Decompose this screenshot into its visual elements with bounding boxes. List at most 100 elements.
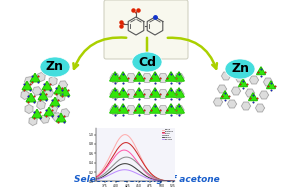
Polygon shape (42, 81, 52, 90)
Polygon shape (50, 98, 60, 106)
Polygon shape (142, 74, 152, 82)
Polygon shape (32, 109, 42, 118)
Polygon shape (174, 106, 184, 114)
Polygon shape (134, 88, 144, 97)
Polygon shape (126, 106, 136, 114)
Polygon shape (218, 85, 226, 93)
Polygon shape (174, 88, 184, 97)
Polygon shape (22, 81, 32, 90)
Polygon shape (110, 104, 120, 113)
Polygon shape (29, 116, 37, 125)
Polygon shape (126, 90, 136, 98)
Polygon shape (239, 79, 247, 87)
Text: Cd: Cd (138, 56, 156, 68)
FancyArrowPatch shape (74, 37, 126, 69)
Polygon shape (60, 88, 70, 96)
Polygon shape (110, 104, 120, 113)
Polygon shape (235, 74, 245, 82)
Polygon shape (174, 72, 184, 81)
FancyBboxPatch shape (104, 0, 188, 59)
Polygon shape (150, 88, 160, 97)
Polygon shape (60, 88, 70, 96)
Polygon shape (166, 72, 176, 81)
Polygon shape (257, 67, 265, 74)
Polygon shape (221, 91, 229, 98)
Polygon shape (110, 90, 120, 98)
Polygon shape (44, 89, 54, 97)
Polygon shape (174, 72, 184, 81)
Polygon shape (44, 108, 54, 116)
Polygon shape (22, 81, 32, 90)
Polygon shape (26, 94, 36, 102)
Polygon shape (25, 105, 33, 114)
Polygon shape (30, 74, 40, 82)
Polygon shape (150, 72, 160, 81)
Polygon shape (263, 78, 273, 86)
Polygon shape (53, 113, 61, 121)
Polygon shape (118, 104, 128, 113)
Polygon shape (50, 98, 60, 106)
Polygon shape (118, 104, 128, 113)
Polygon shape (255, 104, 265, 112)
Polygon shape (110, 88, 120, 97)
Polygon shape (229, 65, 237, 73)
Polygon shape (174, 90, 184, 98)
Polygon shape (25, 77, 34, 85)
Polygon shape (110, 106, 120, 114)
Polygon shape (49, 77, 57, 85)
Text: Zn: Zn (46, 60, 64, 74)
Polygon shape (118, 88, 128, 97)
Polygon shape (30, 74, 40, 82)
Text: Zn: Zn (231, 63, 249, 75)
Polygon shape (118, 72, 128, 81)
Polygon shape (134, 72, 144, 81)
Polygon shape (118, 72, 128, 81)
FancyArrowPatch shape (144, 38, 150, 65)
Polygon shape (213, 98, 223, 106)
Polygon shape (174, 88, 184, 97)
FancyArrowPatch shape (168, 38, 217, 69)
Polygon shape (32, 109, 42, 118)
Polygon shape (245, 89, 255, 97)
Polygon shape (142, 106, 152, 114)
Polygon shape (221, 72, 230, 80)
Polygon shape (249, 93, 257, 101)
Polygon shape (150, 104, 160, 113)
Polygon shape (134, 104, 144, 113)
Polygon shape (158, 106, 168, 114)
Polygon shape (174, 74, 184, 82)
Polygon shape (38, 91, 48, 100)
Polygon shape (228, 100, 236, 108)
Polygon shape (126, 74, 136, 82)
Ellipse shape (225, 59, 255, 79)
Polygon shape (134, 104, 144, 113)
Polygon shape (250, 76, 258, 84)
Polygon shape (61, 109, 69, 117)
Polygon shape (221, 91, 229, 98)
Polygon shape (174, 104, 184, 113)
Polygon shape (158, 74, 168, 82)
Polygon shape (56, 114, 66, 122)
Polygon shape (158, 90, 168, 98)
Polygon shape (49, 105, 57, 113)
Polygon shape (110, 88, 120, 97)
Polygon shape (174, 104, 184, 113)
Polygon shape (57, 93, 65, 101)
Polygon shape (166, 104, 176, 113)
Polygon shape (166, 88, 176, 97)
Polygon shape (38, 91, 48, 100)
Legend: blank, acetone, EtOH, DMF, MeOH, CH3CN: blank, acetone, EtOH, DMF, MeOH, CH3CN (162, 129, 174, 140)
Polygon shape (239, 79, 247, 87)
Polygon shape (150, 88, 160, 97)
Polygon shape (257, 67, 265, 74)
Polygon shape (54, 85, 64, 94)
Polygon shape (134, 72, 144, 81)
Polygon shape (229, 65, 237, 73)
Ellipse shape (132, 52, 162, 72)
Polygon shape (166, 72, 176, 81)
Polygon shape (166, 104, 176, 113)
Polygon shape (150, 104, 160, 113)
Polygon shape (249, 93, 257, 101)
Polygon shape (118, 88, 128, 97)
Polygon shape (241, 102, 250, 110)
